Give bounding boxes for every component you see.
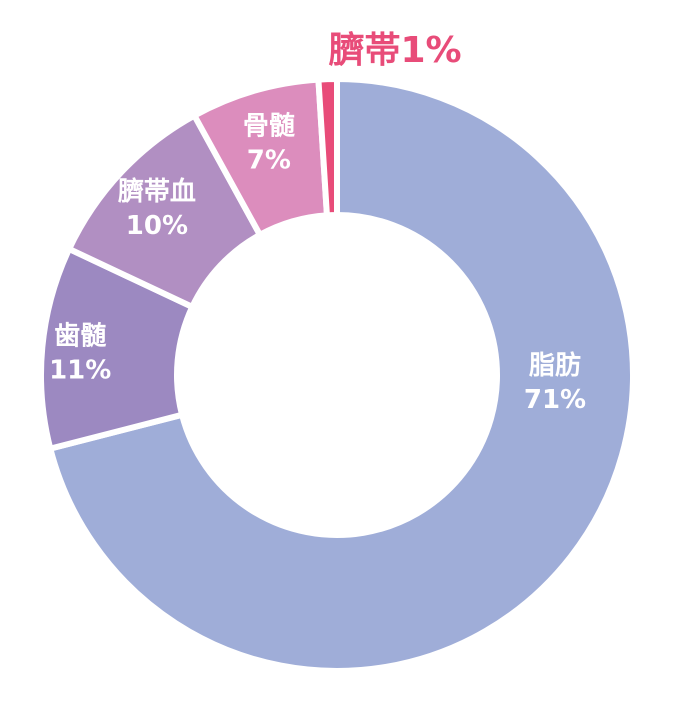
slice-label-outside: 臍帯1% — [328, 30, 461, 71]
slice-name-label: 臍帯血 — [118, 177, 196, 207]
slice-value-label: 7% — [247, 145, 291, 175]
donut-slices — [38, 75, 636, 674]
slice-value-label: 71% — [524, 385, 586, 415]
slice-value-label: 11% — [49, 356, 111, 386]
slice-name-label: 歯髄 — [54, 322, 106, 352]
slice-name-label: 脂肪 — [529, 351, 581, 381]
slice-name-label: 骨髄 — [243, 111, 295, 141]
slice-labels: 脂肪 71% 歯髄 11% 臍帯血 10% 骨髄 7% 臍帯1% — [49, 30, 586, 415]
slice-value-label: 10% — [126, 211, 188, 241]
slice-5 — [315, 75, 340, 219]
slice-1 — [46, 75, 636, 674]
